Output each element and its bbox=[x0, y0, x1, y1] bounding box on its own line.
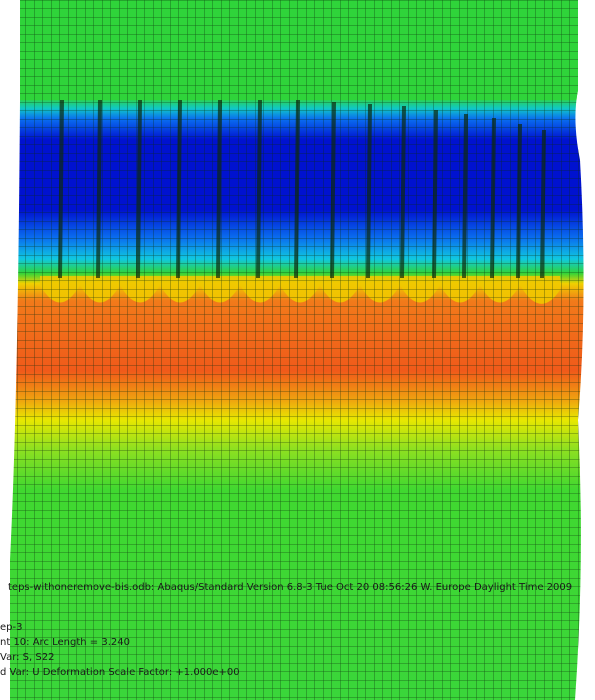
increment-info: nt 10: Arc Length = 3.240 bbox=[0, 637, 130, 648]
primary-var: Var: S, S22 bbox=[0, 652, 54, 663]
part bbox=[0, 0, 595, 700]
contour-view: teps-withoneremove-bis.odb: Abaqus/Stand… bbox=[0, 0, 595, 700]
odb-info: teps-withoneremove-bis.odb: Abaqus/Stand… bbox=[8, 582, 572, 593]
step-info: ep-3 bbox=[0, 622, 22, 633]
deformed-var: d Var: U Deformation Scale Factor: +1.00… bbox=[0, 667, 240, 678]
viewport: teps-withoneremove-bis.odb: Abaqus/Stand… bbox=[0, 0, 595, 700]
